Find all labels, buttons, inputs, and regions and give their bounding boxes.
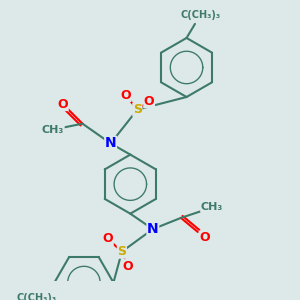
Text: O: O [103, 232, 113, 245]
Text: CH₃: CH₃ [201, 202, 223, 212]
Text: S: S [133, 103, 142, 116]
Text: C(CH₃)₃: C(CH₃)₃ [181, 11, 221, 20]
Text: O: O [120, 88, 131, 101]
Text: N: N [105, 136, 116, 150]
Text: O: O [144, 95, 154, 108]
Text: N: N [147, 222, 159, 236]
Text: S: S [117, 245, 126, 258]
Text: O: O [122, 260, 133, 273]
Text: O: O [200, 231, 210, 244]
Text: C(CH₃)₃: C(CH₃)₃ [16, 293, 56, 300]
Text: O: O [58, 98, 68, 110]
Text: CH₃: CH₃ [42, 125, 64, 135]
